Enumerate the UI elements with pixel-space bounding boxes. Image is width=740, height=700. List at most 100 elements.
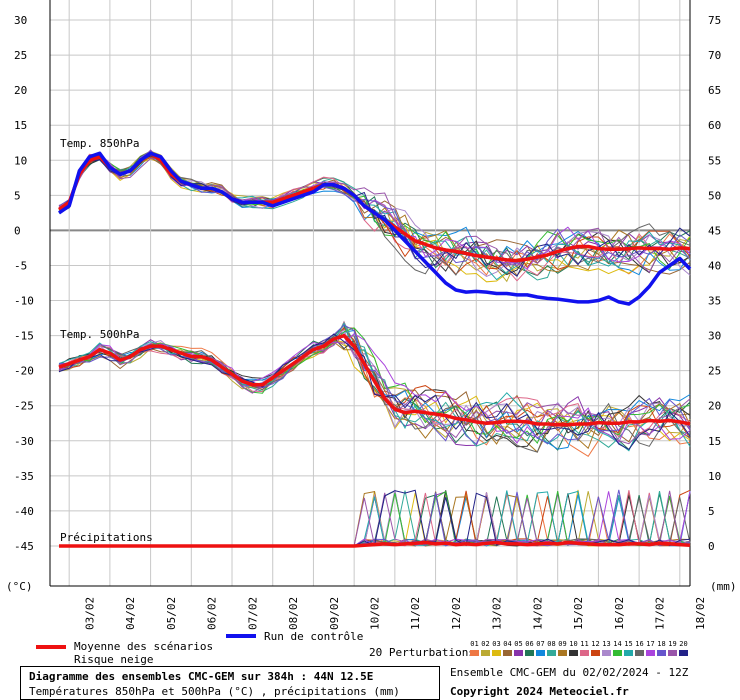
x-tick-label: 14/02 — [531, 597, 544, 630]
y-left-tick-label: -20 — [14, 365, 34, 378]
y-left-tick-label: -5 — [14, 259, 27, 272]
perturbation-850-line — [58, 154, 691, 275]
mean-legend-swatch — [36, 645, 66, 649]
perturbation-legend-swatch — [470, 650, 479, 656]
perturbation-legend-number: 07 — [536, 640, 545, 648]
perturbation-legend-swatch — [580, 650, 589, 656]
perturbation-legend-swatch — [514, 650, 523, 656]
y-right-tick-label: 40 — [708, 259, 721, 272]
grid — [49, 0, 691, 587]
perturbation-legend-swatch — [503, 650, 512, 656]
y-left-tick-label: -40 — [14, 505, 34, 518]
y-left-tick-label: 25 — [14, 49, 27, 62]
footer-title-box: Diagramme des ensembles CMC-GEM sur 384h… — [20, 666, 440, 700]
perturbation-legend-swatch — [525, 650, 534, 656]
perturbations-legend: 01 02 03 04 05 06 07 08 09 10 11 12 13 14 15 16 17 18 19 20 — [469, 640, 691, 660]
snow-legend-label: Risque neige — [74, 653, 154, 666]
perturbation-legend-number: 11 — [580, 640, 589, 648]
y-left-tick-label: 30 — [14, 14, 27, 27]
run-info: Ensemble CMC-GEM du 02/02/2024 - 12Z — [450, 666, 689, 679]
y-right-tick-label: 0 — [708, 540, 715, 553]
x-tick-label: 13/02 — [491, 597, 504, 630]
y-right-tick-label: 15 — [708, 435, 721, 448]
footer-subtitle: Températures 850hPa et 500hPa (°C) , pré… — [29, 685, 400, 698]
x-tick-label: 05/02 — [165, 597, 178, 630]
perturbation-legend-number: 01 — [470, 640, 479, 648]
y-left-tick-label: -15 — [14, 330, 34, 343]
x-tick-label: 16/02 — [613, 597, 626, 630]
perturbation-legend-number: 15 — [624, 640, 633, 648]
x-tick-label: 18/02 — [694, 597, 707, 630]
x-tick-label: 06/02 — [206, 597, 219, 630]
y-right-tick-label: 35 — [708, 295, 721, 308]
y-left-tick-label: 0 — [14, 224, 21, 237]
perturbation-legend-number: 19 — [668, 640, 677, 648]
perturbation-legend-number: 02 — [481, 640, 490, 648]
y-right-tick-label: 30 — [708, 330, 721, 343]
perturbations-legend-label: 20 Perturbations — [369, 646, 475, 659]
y-left-tick-label: -25 — [14, 400, 34, 413]
perturbation-legend-swatch — [668, 650, 677, 656]
y-left-tick-label: 20 — [14, 84, 27, 97]
x-tick-label: 09/02 — [328, 597, 341, 630]
x-tick-label: 11/02 — [409, 597, 422, 630]
y-left-tick-label: -35 — [14, 470, 34, 483]
x-tick-label: 08/02 — [287, 597, 300, 630]
perturbation-legend-swatch — [536, 650, 545, 656]
perturbation-legend-number: 03 — [492, 640, 501, 648]
x-tick-label: 10/02 — [369, 597, 382, 630]
perturbation-legend-number: 05 — [514, 640, 523, 648]
y-right-tick-label: 5 — [708, 505, 715, 518]
y-right-tick-label: 65 — [708, 84, 721, 97]
perturbation-legend-number: 12 — [591, 640, 600, 648]
precip-mean-line — [59, 540, 691, 548]
perturbation-legend-number: 14 — [613, 640, 622, 648]
perturbation-legend-number: 18 — [657, 640, 666, 648]
x-tick-label: 07/02 — [246, 597, 259, 630]
y-right-tick-label: 10 — [708, 470, 721, 483]
y-left-tick-label: 15 — [14, 119, 27, 132]
y-right-unit: (mm) — [710, 580, 737, 593]
perturbation-legend-number: 16 — [635, 640, 644, 648]
perturbation-legend-swatch — [679, 650, 688, 656]
y-right-tick-label: 45 — [708, 224, 721, 237]
y-left-tick-label: -30 — [14, 435, 34, 448]
perturbation-legend-swatch — [492, 650, 501, 656]
x-tick-label: 04/02 — [124, 597, 137, 630]
y-right-tick-label: 70 — [708, 49, 721, 62]
perturbation-legend-number: 13 — [602, 640, 611, 648]
perturbation-legend-swatch — [547, 650, 556, 656]
perturbation-500-line — [58, 324, 691, 445]
y-left-tick-label: -10 — [14, 295, 34, 308]
footer-title: Diagramme des ensembles CMC-GEM sur 384h… — [29, 670, 374, 683]
perturbation-legend-number: 17 — [646, 640, 655, 648]
control-run-line — [58, 151, 692, 306]
y-left-tick-label: 5 — [14, 189, 21, 202]
mean-legend-label: Moyenne des scénarios — [74, 640, 214, 653]
y-right-tick-label: 50 — [708, 189, 721, 202]
perturbation-legend-number: 06 — [525, 640, 534, 648]
perturbation-legend-swatch — [602, 650, 611, 656]
perturbation-legend-number: 10 — [569, 640, 578, 648]
perturbation-legend-number: 20 — [679, 640, 688, 648]
t850-panel-label: Temp. 850hPa — [60, 137, 139, 150]
y-right-tick-label: 20 — [708, 400, 721, 413]
y-right-tick-label: 55 — [708, 154, 721, 167]
copyright: Copyright 2024 Meteociel.fr — [450, 685, 629, 698]
panel-labels: Temp. 850hPa Temp. 500hPa Précipitations — [60, 137, 153, 544]
y-left-tick-label: -45 — [14, 540, 34, 553]
perturbation-500-line — [58, 327, 691, 445]
perturbation-legend-swatch — [558, 650, 567, 656]
plot-area — [50, 0, 690, 586]
x-tick-label: 03/02 — [84, 597, 97, 630]
x-tick-label: 15/02 — [572, 597, 585, 630]
perturbation-legend-number: 08 — [547, 640, 556, 648]
perturbation-legend-swatch — [591, 650, 600, 656]
y-left-unit: (°C) — [6, 580, 33, 593]
perturbation-legend-swatch — [569, 650, 578, 656]
y-right-tick-label: 75 — [708, 14, 721, 27]
mean-t500-line — [58, 333, 691, 427]
y-right-tick-label: 60 — [708, 119, 721, 132]
x-tick-label: 17/02 — [653, 597, 666, 630]
